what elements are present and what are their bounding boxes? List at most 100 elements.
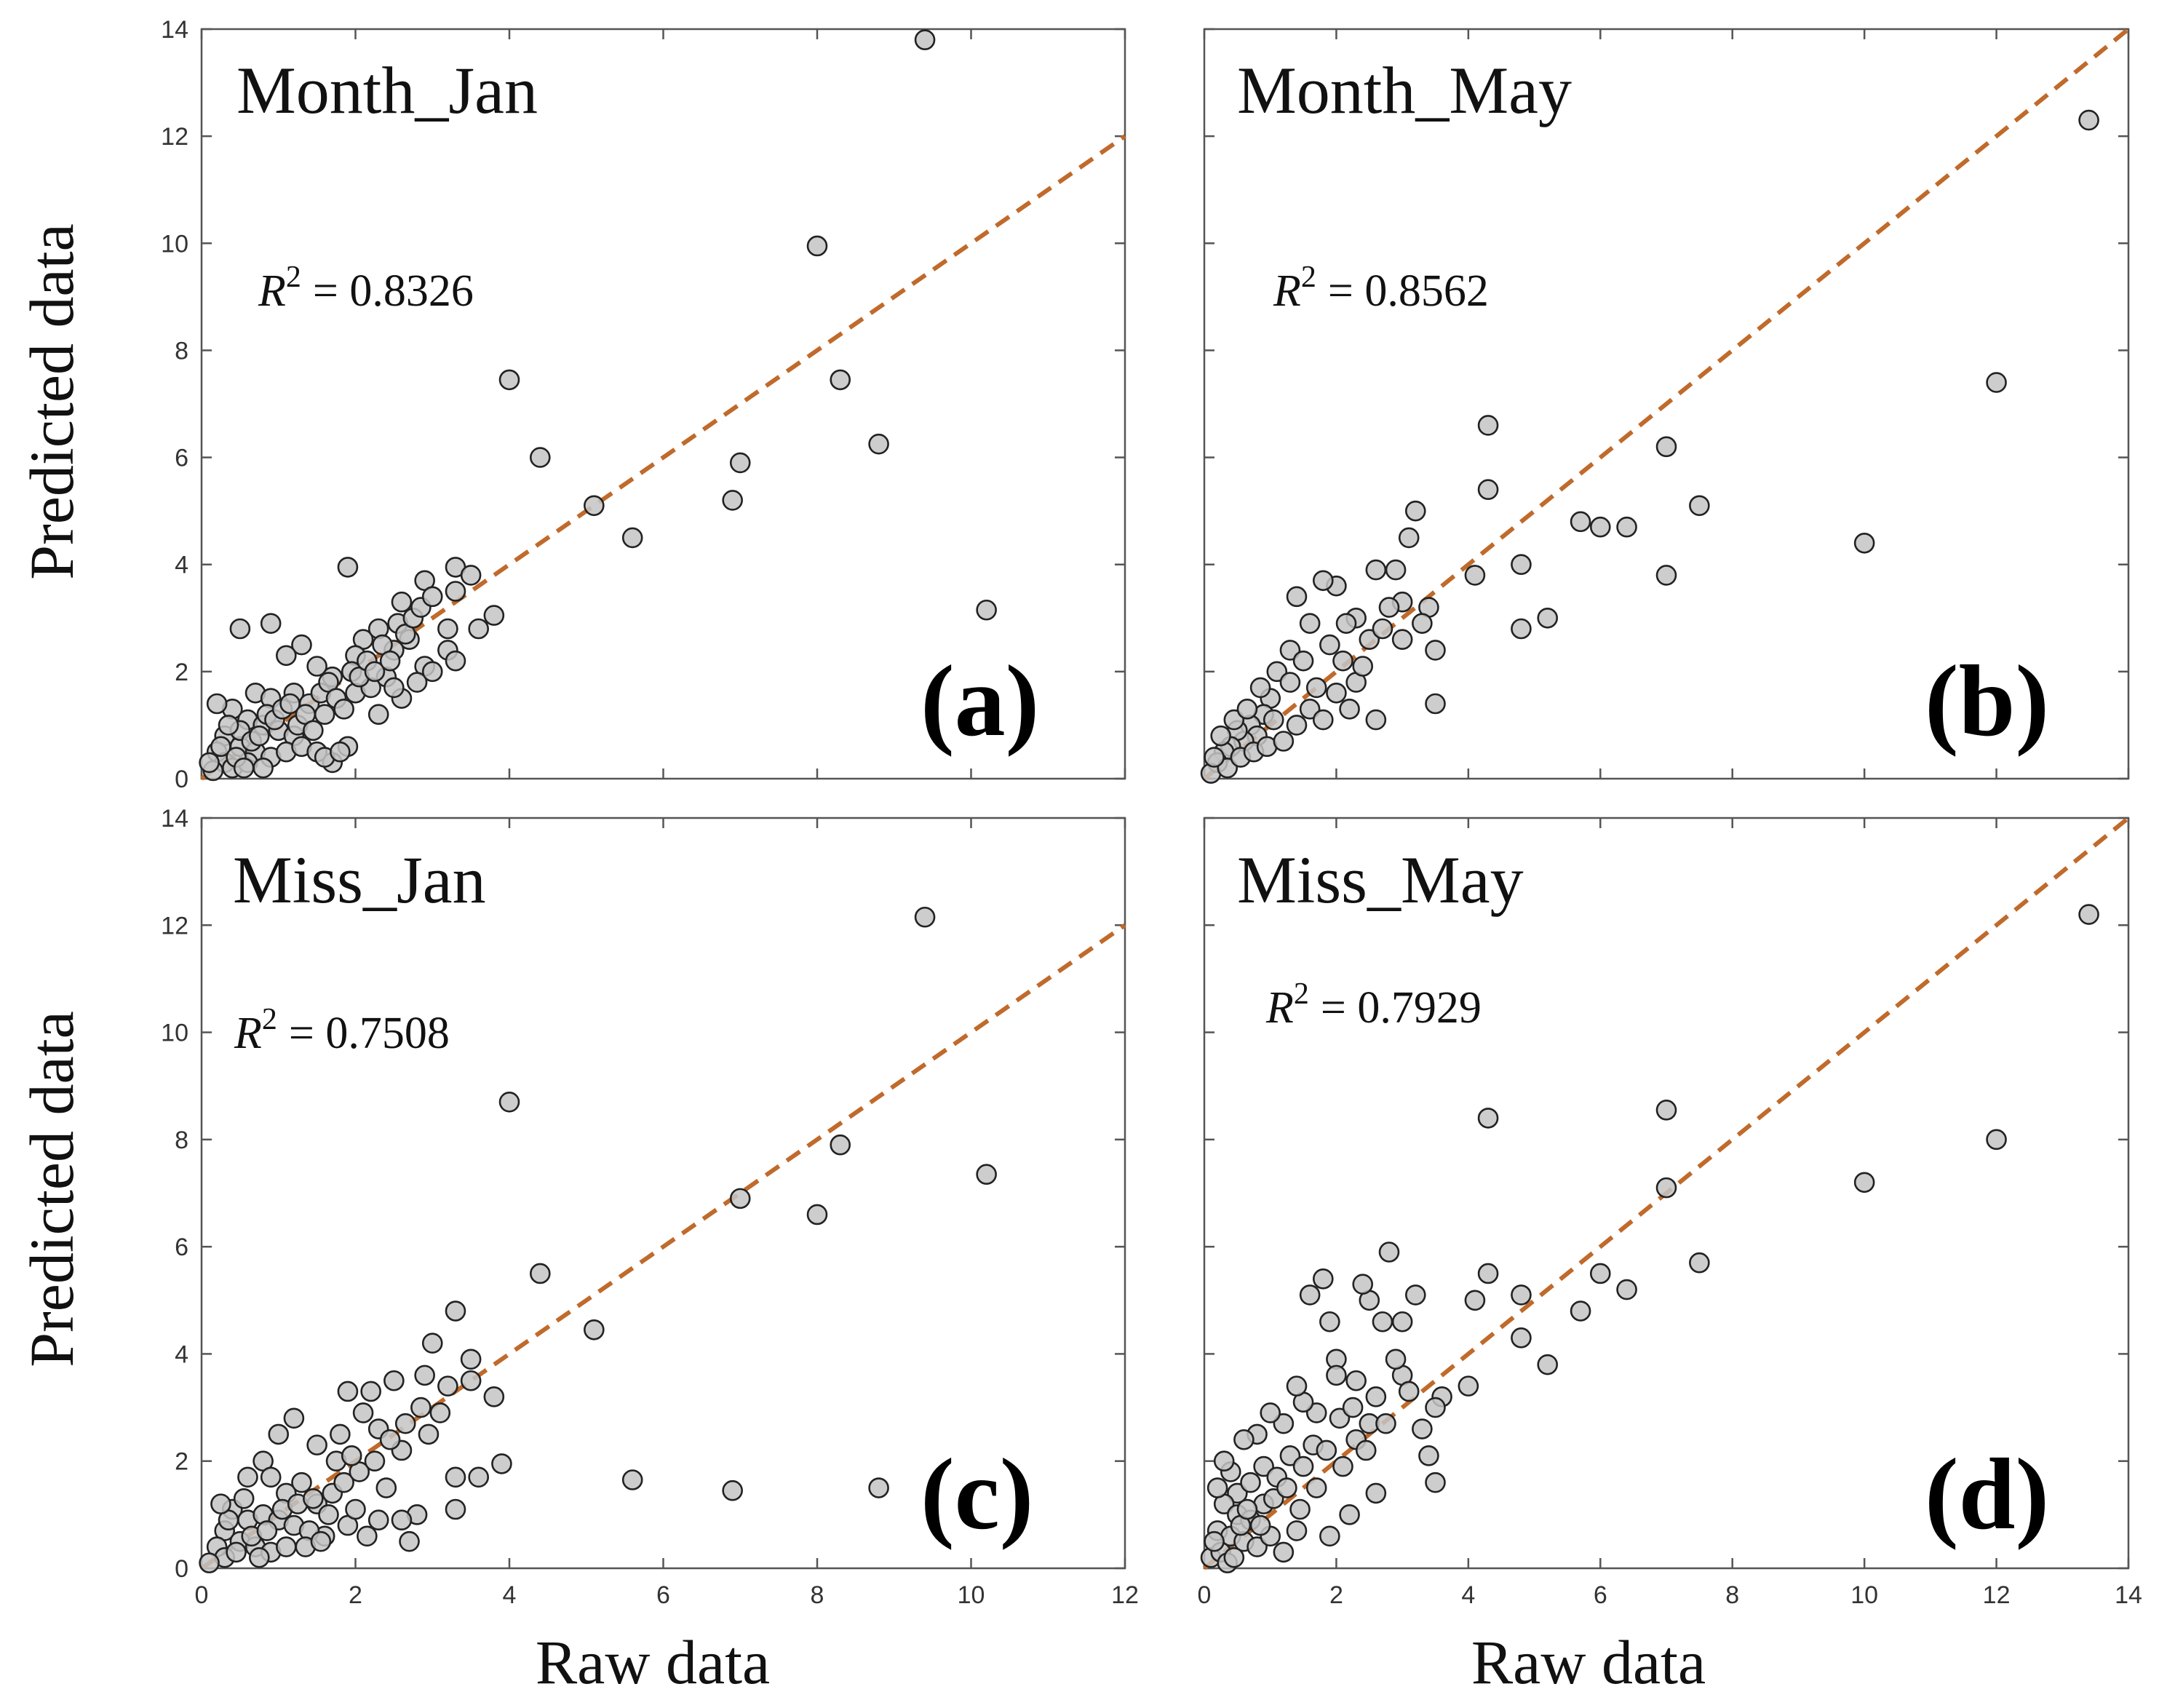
y-tick-label: 14 [161,805,188,833]
data-point [260,613,282,634]
data-point [1418,1445,1439,1466]
reference-line [1203,27,2130,781]
data-point [318,1504,339,1525]
panel-title: Month_Jan [236,53,538,127]
data-point [421,661,443,683]
data-point [333,1471,354,1493]
data-point [468,618,490,640]
data-point [1477,1108,1499,1129]
data-point [249,725,270,747]
data-point [330,1423,351,1445]
data-point [722,490,743,511]
data-point [330,741,351,763]
data-point [1570,511,1591,533]
x-tick-label: 8 [811,1581,824,1609]
data-point [1286,715,1308,736]
data-point [483,1386,505,1407]
data-point [1365,1482,1387,1504]
x-tick-label: 0 [195,1581,209,1609]
data-point [399,1530,420,1552]
y-tick-label: 10 [161,1020,188,1047]
data-point [199,1552,220,1573]
data-point [1299,613,1321,634]
data-point [1425,1471,1446,1493]
y-tick-label: 12 [161,912,188,940]
data-point [806,235,828,257]
data-point [1458,1375,1479,1397]
data-point [1339,1504,1360,1525]
data-point [584,1319,605,1340]
x-tick-label: 6 [656,1581,670,1609]
data-point [1312,709,1334,731]
data-point [1335,613,1357,634]
r-squared-label: R2 = 0.7929 [1265,977,1482,1033]
data-point [337,557,359,578]
y-tick-label: 8 [175,337,188,365]
data-point [1365,559,1387,581]
data-point [1319,1311,1340,1332]
data-point [1316,1439,1337,1461]
data-point [1342,1397,1364,1418]
data-point [1289,1498,1311,1520]
x-axis-title-right: Raw data [1471,1627,1706,1697]
y-tick-label: 2 [175,1448,188,1476]
data-point [529,1263,551,1284]
data-point [445,650,466,672]
data-point [1210,725,1231,747]
data-point [360,1381,381,1402]
x-tick-label: 12 [1111,1581,1139,1609]
y-tick-label: 12 [161,123,188,151]
data-point [1425,693,1446,715]
data-point [1464,565,1486,586]
data-point [1372,1311,1393,1332]
data-point [337,1381,359,1402]
data-point [237,1466,258,1488]
data-point [529,447,551,468]
data-point [1511,618,1532,640]
data-point [1655,1100,1677,1121]
plot-frame [1203,28,2130,780]
data-point [1204,747,1225,768]
data-point [1240,1471,1261,1493]
data-point [1404,500,1426,522]
r-squared-exponent: 2 [286,261,301,294]
data-point [233,1487,255,1509]
data-point [498,369,520,391]
data-point [621,1469,643,1490]
data-point [621,527,643,549]
r-squared-exponent: 2 [1294,977,1309,1011]
x-tick-label: 4 [1461,1581,1475,1609]
data-point [1378,1242,1400,1263]
data-point [830,1134,851,1156]
data-point [1385,1348,1407,1370]
data-point [364,661,386,683]
r-squared-symbol: R [1265,983,1294,1033]
data-point [253,757,274,779]
data-point [1375,1413,1396,1434]
data-point [1204,1530,1225,1552]
data-point [445,581,466,602]
data-point [1345,1370,1367,1391]
x-tick-label: 12 [1983,1581,2011,1609]
data-point [460,1370,482,1391]
data-point [1223,1546,1245,1568]
data-point [483,605,505,626]
data-point [341,1445,362,1466]
y-axis-title-top: Predicted data [17,223,87,580]
data-point [1537,607,1559,629]
data-point [1477,479,1499,501]
x-tick-label: 10 [958,1581,985,1609]
data-point [314,704,335,726]
data-point [584,495,605,517]
data-point [1391,1311,1413,1332]
data-point [1326,682,1347,704]
data-point [1273,731,1295,752]
x-tick-label: 2 [1329,1581,1343,1609]
data-point [429,1402,451,1423]
data-point [445,1466,466,1488]
data-point [283,1407,305,1429]
data-point [1365,1386,1387,1407]
